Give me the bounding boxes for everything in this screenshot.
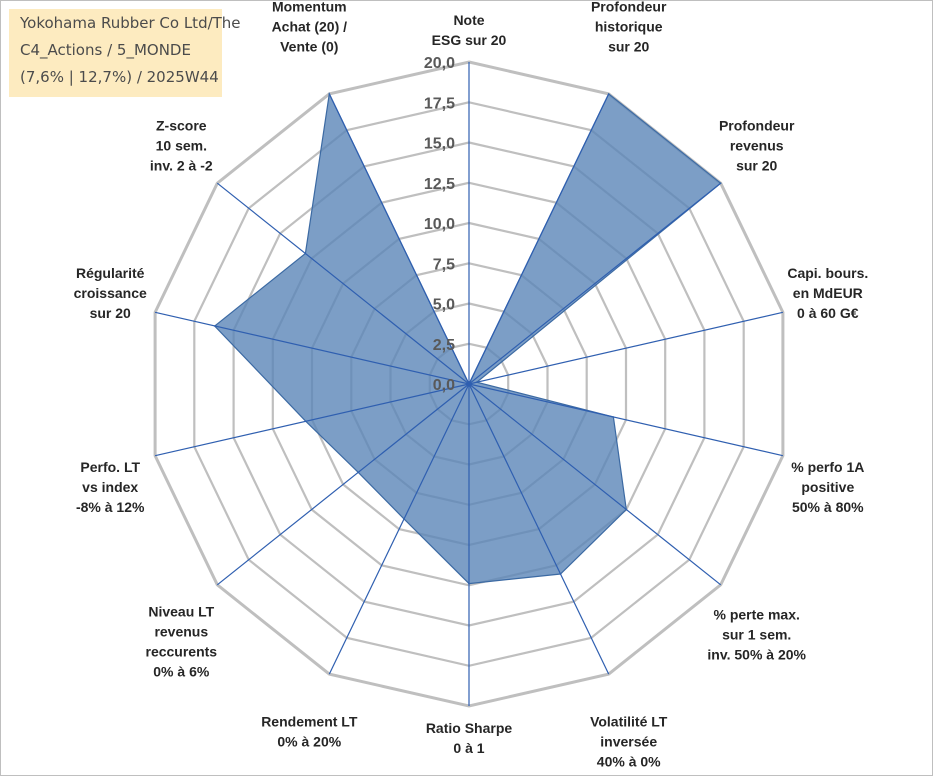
spoke-3 xyxy=(468,311,784,385)
category-label-5: % perte max. sur 1 sem. inv. 50% à 20% xyxy=(707,606,806,662)
chart-title-line-3: (7,6% | 12,7%) / 2025W44 xyxy=(20,68,219,86)
tick-label-0: 0,0 xyxy=(433,377,455,394)
category-label-line: Rendement LT xyxy=(261,714,358,730)
category-label-8: Rendement LT 0% à 20% xyxy=(261,714,358,750)
spoke-5 xyxy=(468,383,722,586)
category-label-line: sur 20 xyxy=(608,38,649,54)
category-label-11: Régularité croissance sur 20 xyxy=(74,265,147,321)
category-label-line: Achat (20) / xyxy=(272,18,348,34)
category-label-line: Momentum xyxy=(272,1,347,14)
spoke-2 xyxy=(468,182,722,385)
category-label-line: Capi. bours. xyxy=(787,265,868,281)
category-label-line: inv. 2 à -2 xyxy=(150,158,213,174)
category-label-line: 10 sem. xyxy=(156,138,207,154)
category-label-line: en MdEUR xyxy=(793,285,863,301)
category-label-line: sur 1 sem. xyxy=(722,626,791,642)
radar-series xyxy=(213,91,722,585)
category-label-line: % perfo 1A xyxy=(791,459,864,475)
category-label-2: Profondeur revenus sur 20 xyxy=(719,118,795,174)
spoke-13 xyxy=(328,93,470,385)
radial-tick-labels: 0,0 2,5 5,0 7,5 10,0 12,5 15,0 17,5 20,0 xyxy=(424,55,455,394)
category-label-line: Ratio Sharpe xyxy=(426,720,513,736)
category-label-line: % perte max. xyxy=(714,606,800,622)
spoke-11 xyxy=(154,311,470,385)
category-label-line: croissance xyxy=(74,285,147,301)
category-label-line: Note xyxy=(453,12,484,28)
category-label-line: vs index xyxy=(82,479,138,495)
category-label-line: 40% à 0% xyxy=(597,754,661,770)
category-label-line: Régularité xyxy=(76,265,145,281)
spoke-10 xyxy=(154,383,470,457)
category-label-line: ESG sur 20 xyxy=(432,32,507,48)
tick-label-1: 2,5 xyxy=(433,337,455,354)
tick-label-6: 15,0 xyxy=(424,136,455,153)
spoke-6 xyxy=(468,383,610,675)
tick-label-8: 20,0 xyxy=(424,55,455,72)
category-label-6: Volatilité LT inversée 40% à 0% xyxy=(590,714,668,770)
category-label-line: sur 20 xyxy=(90,305,131,321)
tick-label-7: 17,5 xyxy=(424,95,455,112)
chart-title-box: Yokohama Rubber Co Ltd/The C4_Actions / … xyxy=(9,9,241,97)
category-label-line: -8% à 12% xyxy=(76,499,145,515)
category-label-line: revenus xyxy=(730,138,784,154)
category-label-line: Perfo. LT xyxy=(80,459,140,475)
category-label-line: 0% à 20% xyxy=(277,734,341,750)
category-label-line: revenus xyxy=(154,623,208,639)
category-label-7: Ratio Sharpe 0 à 1 xyxy=(426,720,513,756)
category-label-1: Profondeur historique sur 20 xyxy=(591,1,667,54)
category-label-line: inv. 50% à 20% xyxy=(707,646,806,662)
series-area xyxy=(213,91,722,585)
category-labels: Note ESG sur 20 Profondeur historique sur 20… xyxy=(74,1,869,770)
category-label-line: Profondeur xyxy=(591,1,667,14)
category-label-line: inversée xyxy=(600,734,657,750)
category-label-line: Vente (0) xyxy=(280,38,338,54)
category-label-line: Volatilité LT xyxy=(590,714,668,730)
category-label-line: Z-score xyxy=(156,118,207,134)
category-label-0: Note ESG sur 20 xyxy=(432,12,507,48)
category-label-line: positive xyxy=(801,479,854,495)
category-label-line: 0 à 60 G€ xyxy=(797,305,859,321)
category-label-line: reccurents xyxy=(146,643,218,659)
tick-label-3: 7,5 xyxy=(433,256,455,273)
category-label-3: Capi. bours. en MdEUR 0 à 60 G€ xyxy=(787,265,868,321)
radar-spokes xyxy=(154,62,784,706)
category-label-line: historique xyxy=(595,18,663,34)
tick-label-5: 12,5 xyxy=(424,176,455,193)
category-label-line: sur 20 xyxy=(736,158,777,174)
category-label-13: Momentum Achat (20) / Vente (0) xyxy=(272,1,348,54)
chart-title-line-2: C4_Actions / 5_MONDE xyxy=(20,41,191,59)
category-label-10: Perfo. LT vs index -8% à 12% xyxy=(76,459,145,515)
category-label-line: Profondeur xyxy=(719,118,795,134)
chart-title-line-1: Yokohama Rubber Co Ltd/The xyxy=(20,14,241,32)
tick-label-4: 10,0 xyxy=(424,216,455,233)
spoke-12 xyxy=(216,182,470,385)
category-label-4: % perfo 1A positive 50% à 80% xyxy=(791,459,864,515)
category-label-line: Niveau LT xyxy=(148,603,214,619)
spoke-9 xyxy=(216,383,470,586)
tick-label-2: 5,0 xyxy=(433,297,455,314)
category-label-12: Z-score 10 sem. inv. 2 à -2 xyxy=(150,118,213,174)
category-label-line: 0 à 1 xyxy=(453,740,484,756)
spoke-1 xyxy=(468,93,610,385)
category-label-line: 0% à 6% xyxy=(153,663,210,679)
spoke-8 xyxy=(328,383,470,675)
spoke-4 xyxy=(468,383,784,457)
category-label-line: 50% à 80% xyxy=(792,499,864,515)
category-label-9: Niveau LT revenus reccurents 0% à 6% xyxy=(146,603,218,679)
